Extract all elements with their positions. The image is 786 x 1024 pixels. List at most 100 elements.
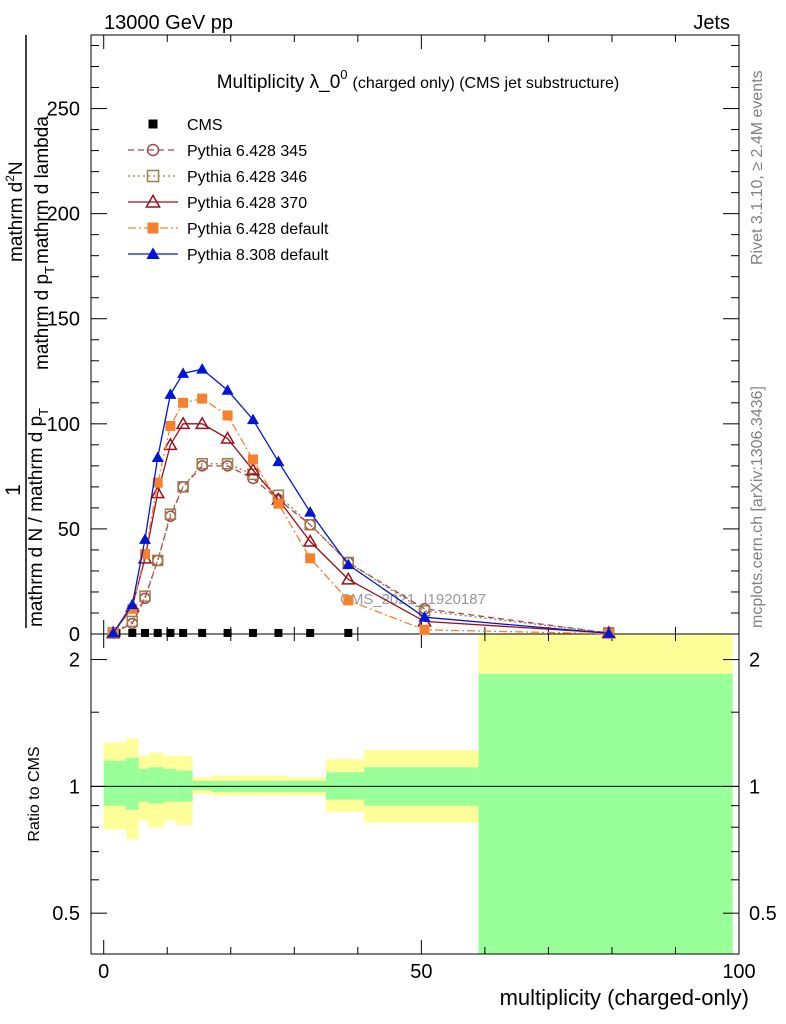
data-point <box>602 627 615 638</box>
legend-marker <box>146 169 160 183</box>
data-point <box>164 388 177 399</box>
data-point <box>304 518 316 531</box>
legend-label: CMS <box>187 117 223 134</box>
legend-label: Pythia 6.428 345 <box>187 143 307 160</box>
x-tick-label: 50 <box>410 961 432 983</box>
data-point <box>198 628 207 637</box>
main-y-axis-label: 1 mathrm d N / mathrm d pT mathrm d2N ma… <box>2 35 57 628</box>
legend-marker <box>147 222 159 234</box>
data-point <box>273 498 284 509</box>
data-point <box>178 397 189 408</box>
ratio-band-green <box>103 760 126 806</box>
ratio-tick-label: 2 <box>69 650 80 672</box>
chart-title: Multiplicity λ_00(charged only) (CMS jet… <box>217 67 620 93</box>
legend-entry: CMS <box>148 117 223 134</box>
ratio-band-green <box>192 780 212 791</box>
data-point <box>302 534 318 547</box>
data-point <box>126 598 139 610</box>
legend-label: Pythia 8.308 default <box>187 247 329 264</box>
data-point <box>107 626 120 638</box>
data-point <box>222 410 233 421</box>
data-point <box>247 413 259 425</box>
series-pythia-6-428-345 <box>107 460 615 639</box>
header-left: 13000 GeV pp <box>104 12 233 34</box>
legend-entry: Pythia 6.428 345 <box>128 143 307 160</box>
y-tick-label: 200 <box>47 204 80 226</box>
ratio-band-green <box>138 768 149 802</box>
data-point <box>343 595 354 606</box>
data-point <box>126 615 139 628</box>
data-point <box>175 416 191 430</box>
ratio-tick-label: 0.5 <box>52 903 80 925</box>
ratio-band-green <box>164 768 177 802</box>
data-point <box>196 363 209 374</box>
data-point <box>151 554 164 567</box>
data-point <box>177 367 190 378</box>
data-point <box>221 458 234 470</box>
data-point <box>249 628 257 637</box>
data-point <box>196 458 208 470</box>
data-point <box>151 451 164 462</box>
ratio-tick-label: 1 <box>69 776 80 798</box>
legend-entry: Pythia 6.428 default <box>128 221 329 238</box>
legend-entry: Pythia 6.428 346 <box>128 169 307 186</box>
ratio-y-label: Ratio to CMS <box>26 746 43 841</box>
series-line <box>112 368 609 635</box>
axis-ticks: 0 50 100 50 100 150 200 250 0 0.5 0.5 1 1 2 2 <box>47 35 777 983</box>
series-cms <box>112 628 353 637</box>
data-point <box>139 590 151 602</box>
legend-marker <box>148 119 158 129</box>
data-point <box>419 624 430 635</box>
series-pythia-6-428-346 <box>107 458 615 639</box>
ylabel-numerator-bottom: mathrm d pTmathrm d lambda <box>32 116 57 370</box>
series-layer <box>105 363 617 639</box>
data-point <box>166 628 175 637</box>
data-point <box>272 455 285 467</box>
data-point <box>177 481 189 493</box>
ylabel-numerator: mathrm d2N <box>3 161 27 262</box>
data-point <box>140 549 150 560</box>
data-point <box>179 628 188 637</box>
legend-marker <box>146 247 160 259</box>
y-tick-label: 250 <box>47 99 80 121</box>
ylabel-one: 1 <box>2 484 25 496</box>
ratio-tick-label-right: 1 <box>749 776 760 798</box>
data-point <box>194 416 210 430</box>
ratio-band-green <box>478 673 733 954</box>
ratio-tick-label-right: 0.5 <box>749 903 777 925</box>
data-point <box>306 628 315 637</box>
legend-marker <box>146 143 160 157</box>
legend-entry: Pythia 8.308 default <box>128 247 329 264</box>
legend-label: Pythia 6.428 370 <box>187 195 307 212</box>
data-point <box>342 558 355 570</box>
x-tick-label: 100 <box>722 961 755 983</box>
data-point <box>304 506 317 517</box>
series-pythia-8-308-default <box>107 363 615 638</box>
x-tick-label: 0 <box>98 961 109 983</box>
data-point <box>221 384 234 395</box>
data-point <box>165 420 176 431</box>
data-point <box>305 553 316 564</box>
data-point <box>150 485 165 499</box>
legend: CMS Pythia 6.428 345 Pythia 6.428 346 Pythi… <box>128 117 329 264</box>
y-tick-label: 0 <box>69 624 80 646</box>
ylabel-denominator: mathrm d N / mathrm d pT <box>26 408 51 627</box>
legend-label: Pythia 6.428 346 <box>187 169 307 186</box>
data-point <box>344 628 353 637</box>
legend-label: Pythia 6.428 default <box>187 221 329 238</box>
data-point <box>248 454 258 465</box>
data-point <box>245 462 261 476</box>
series-line <box>112 423 609 634</box>
x-axis-label: multiplicity (charged-only) <box>500 985 749 1010</box>
data-point <box>164 508 177 520</box>
rivet-label: Rivet 3.1.10, ≥ 2.4M events <box>749 70 766 265</box>
data-point <box>418 611 431 622</box>
data-point <box>141 628 149 637</box>
data-point <box>151 554 164 567</box>
ratio-panel-frame <box>90 633 740 955</box>
ratio-tick-label-right: 2 <box>749 650 760 672</box>
data-point <box>153 628 162 637</box>
data-point <box>220 431 235 444</box>
legend-marker <box>145 193 161 208</box>
